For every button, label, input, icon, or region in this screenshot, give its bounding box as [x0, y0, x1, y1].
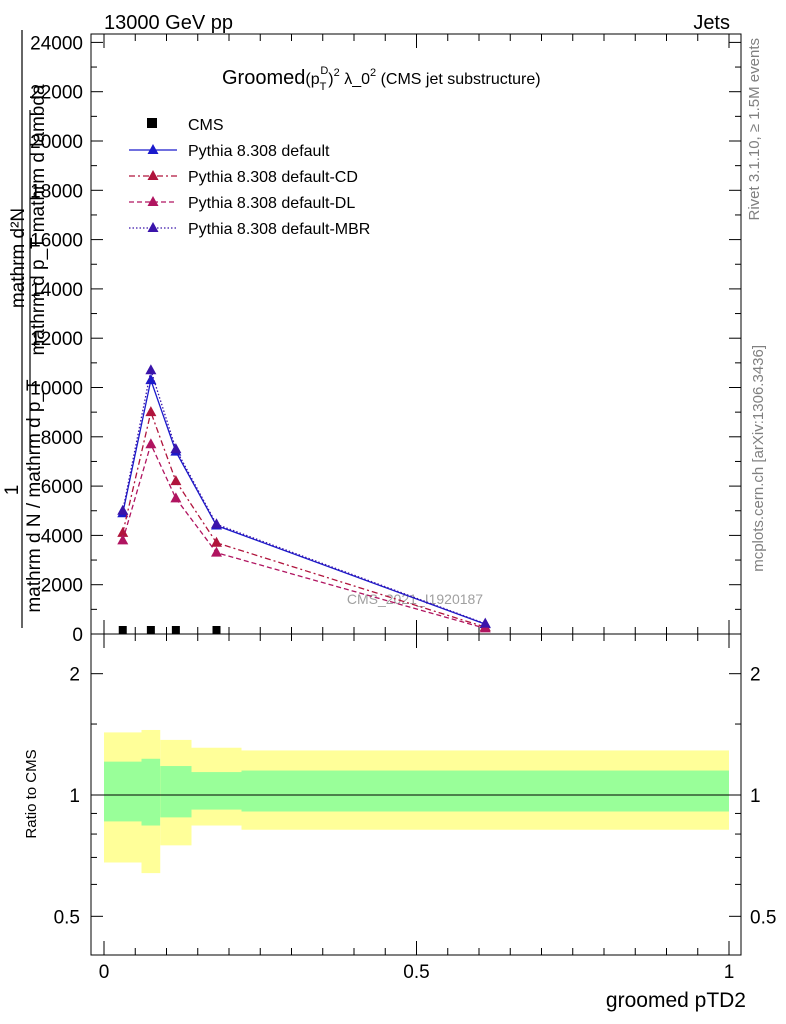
series-marker-3: [117, 534, 129, 545]
series-marker-4: [117, 504, 129, 515]
y-tick-label: 14000: [30, 280, 83, 301]
ratio-x-axis: 0 0.5 1: [99, 634, 735, 983]
y-tick-label: 16000: [30, 231, 83, 252]
x-axis-label: groomed pTD2: [606, 989, 746, 1012]
series-marker-3: [211, 546, 222, 557]
title-lambda: λ_0: [340, 71, 370, 88]
cms-data-point: [212, 626, 221, 634]
ratio-y-tick-label-right: 2: [750, 665, 761, 686]
series-marker-2: [145, 406, 157, 417]
title-close: ): [328, 71, 333, 88]
series-marker-3: [170, 492, 182, 503]
main-x-axis-ticks: [103, 34, 730, 634]
beam-label: 13000 GeV pp: [104, 12, 233, 34]
legend-entry: Pythia 8.308 default-DL: [188, 195, 355, 212]
ratio-y-label: Ratio to CMS: [23, 749, 40, 838]
series-group: [117, 364, 491, 634]
ratio-y-tick-label: 1: [69, 786, 80, 807]
cms-data-point: [171, 626, 180, 634]
series-marker-4: [145, 364, 157, 375]
ylabel-denominator: mathrm d N / mathrm d p_T: [24, 379, 45, 613]
legend-marker: [147, 222, 159, 232]
series-line-4: [122, 370, 486, 625]
y-tick-label: 0: [72, 625, 83, 646]
y-tick-label: 10000: [30, 379, 83, 400]
x-tick-label: 0.5: [403, 962, 429, 983]
y-tick-label: 12000: [30, 329, 83, 350]
legend: CMS Pythia 8.308 default Pythia 8.308 defa…: [129, 117, 370, 238]
series-marker-3: [145, 438, 157, 449]
ratio-band-green: [191, 772, 242, 810]
cms-data-point: [146, 626, 155, 634]
ratio-y-tick-label-right: 1: [750, 786, 761, 807]
y-tick-label: 4000: [41, 526, 83, 547]
side-label-top: Rivet 3.1.10, ≥ 1.5M events: [746, 38, 763, 221]
legend-entry: Pythia 8.308 default: [188, 143, 330, 160]
ratio-bands: [104, 729, 729, 874]
ratio-band-green: [141, 758, 161, 826]
title-pow: 2: [334, 67, 340, 79]
series-marker-2: [211, 536, 222, 547]
title-pow2: 2: [370, 67, 376, 79]
title-main: Groomed: [222, 67, 305, 89]
title-tail: (CMS jet substructure): [376, 71, 540, 88]
legend-entry: Pythia 8.308 default-MBR: [188, 221, 370, 238]
x-tick-label: 0: [99, 962, 110, 983]
ratio-panel: 0.5 0.51 12 2 0 0.5 1 Ratio to CMS groomed pT…: [23, 633, 777, 1012]
process-label: Jets: [693, 12, 730, 34]
y-tick-label: 6000: [41, 477, 83, 498]
y-tick-label: 18000: [30, 181, 83, 202]
legend-entry: CMS: [188, 117, 224, 134]
legend-marker: [147, 196, 159, 206]
ratio-y-tick-label: 2: [69, 665, 80, 686]
series-marker-2: [117, 526, 129, 537]
title-sym: (p: [305, 71, 319, 88]
chart-title: Groomed(pTD)2 λ_02 (CMS jet substructure…: [222, 65, 541, 93]
series-marker-4: [211, 518, 222, 529]
y-tick-label: 8000: [41, 428, 83, 449]
series-marker-2: [170, 475, 182, 486]
y-tick-label: 24000: [30, 33, 83, 54]
main-y-label: mathrm d²N mathrm d p_T mathrm d lambda …: [2, 30, 49, 628]
series-marker-1: [145, 374, 157, 385]
legend-marker: [147, 144, 159, 154]
ratio-band-green: [241, 770, 729, 812]
main-panel: 0 2000 4000 6000 8000 10000 12000 14000 16000 180…: [2, 30, 742, 646]
y-tick-label: 2000: [41, 576, 83, 597]
series-marker-4: [170, 443, 182, 454]
side-label-bottom: mcplots.cern.ch [arXiv:1306.3436]: [750, 345, 767, 572]
ratio-band-green: [104, 761, 142, 822]
x-tick-label: 1: [724, 962, 735, 983]
main-y-axis: 0 2000 4000 6000 8000 10000 12000 14000 16000 180…: [30, 33, 741, 646]
legend-marker-cms: [147, 118, 157, 128]
ratio-y-tick-label-right: 0.5: [750, 907, 776, 928]
ylabel-line2: mathrm d p_T mathrm d lambda: [28, 84, 49, 355]
legend-entry: Pythia 8.308 default-CD: [188, 169, 358, 186]
legend-marker: [147, 170, 159, 180]
ratio-y-tick-label: 0.5: [54, 907, 80, 928]
series-line-3: [122, 442, 486, 629]
y-tick-label: 20000: [30, 132, 83, 153]
ylabel-line1: mathrm d²N: [8, 208, 29, 308]
ratio-y-axis: 0.5 0.5 1 1 2 2: [54, 665, 777, 929]
y-tick-label: 22000: [30, 83, 83, 104]
ylabel-prefix: 1: [2, 485, 23, 496]
title-sub: T: [320, 81, 327, 93]
cms-data-point: [118, 626, 127, 634]
series-marker-4: [479, 617, 491, 628]
title-sup: D: [320, 65, 328, 77]
ratio-band-green: [160, 766, 192, 818]
